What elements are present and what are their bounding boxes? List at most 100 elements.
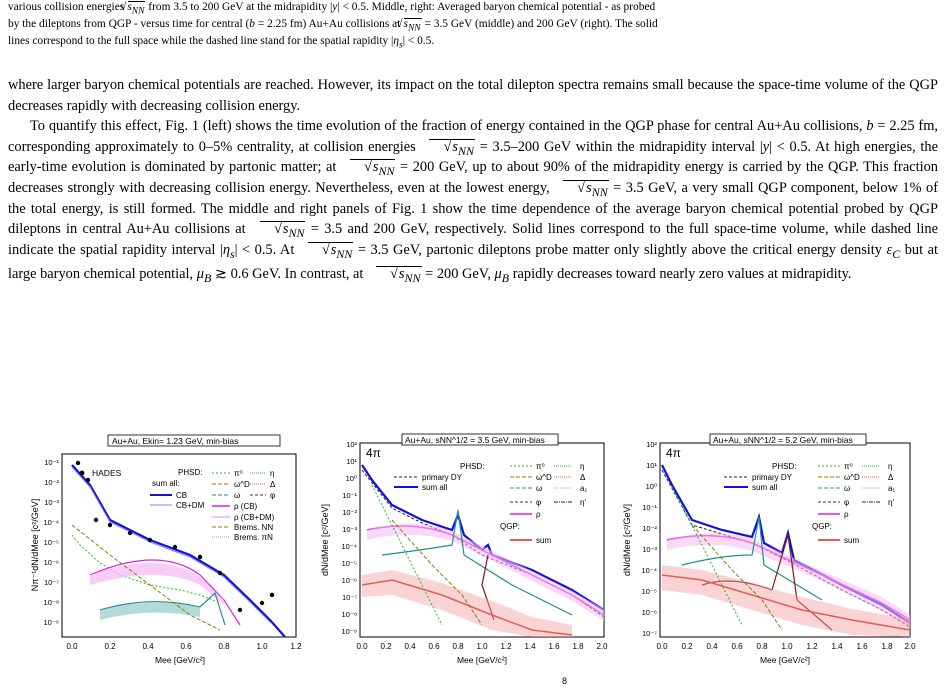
band-rho (367, 523, 604, 621)
curve-omegad (691, 524, 783, 631)
data-point (259, 600, 265, 606)
legend-rhocb: ρ (CB) (234, 502, 258, 511)
legend-qgp: QGP: (812, 522, 832, 531)
legend-dy: primary DY (422, 473, 463, 482)
legend-hades-marker (79, 470, 85, 476)
ytick: 10⁻³ (342, 525, 357, 534)
legend-bremsnn: Brems. NN (234, 523, 273, 532)
ytick: 10¹ (346, 457, 357, 466)
xtick: 0.2 (681, 642, 693, 651)
data-point (217, 570, 223, 576)
xtick: 1.4 (524, 642, 536, 651)
xtick: 1.0 (476, 642, 488, 651)
xtick: 0.8 (218, 642, 230, 651)
legend-cb: CB (176, 491, 187, 500)
y-axis-label: Nπ⁻¹dN/dMee [c²/GeV] (30, 499, 40, 591)
band-rho (90, 562, 224, 605)
ytick: 10⁻⁹ (43, 618, 59, 627)
x-axis-label: Mee [GeV/c²] (760, 655, 810, 665)
ytick: 10⁻⁵ (44, 538, 59, 547)
legend-title: PHSD: (772, 462, 796, 471)
ytick: 10⁻⁸ (342, 610, 357, 619)
curve-phi (481, 554, 495, 621)
legend-etap: η' (888, 498, 894, 507)
tag-4pi: 4π (366, 446, 381, 460)
curve-pi0 (71, 534, 221, 604)
plot-frame (61, 453, 297, 638)
header-box (401, 433, 559, 446)
data-point (93, 517, 99, 523)
curve-rho (89, 559, 241, 626)
legend-qgp: QGP: (500, 522, 520, 531)
xtick: 0.4 (404, 642, 416, 651)
legend-rhocbdm: ρ (CB+DM) (234, 513, 275, 522)
curve-omega (681, 516, 823, 601)
legend-pi0: π⁰ (536, 462, 545, 471)
paragraph-2: To quantify this effect, Fig. 1 (left) s… (8, 116, 938, 289)
curve-omegad (391, 519, 483, 626)
page-mark: 8 (562, 676, 568, 686)
ytick: 10⁻⁸ (44, 598, 59, 607)
xtick: 0.6 (428, 642, 440, 651)
figure-left: Au+Au, Ekin= 1.23 GeV, min-bias 10⁻¹ 10⁻… (30, 434, 302, 665)
ytick: 10⁰ (646, 482, 657, 491)
header-text: Au+Au, Ekin= 1.23 GeV, min-bias (112, 436, 238, 446)
legend-a1: a₁ (888, 484, 895, 493)
tag-4pi: 4π (666, 446, 681, 460)
x-ticks: 0.0 0.2 0.4 0.6 0.8 1.0 1.2 1.4 1.6 1.8 … (356, 642, 608, 651)
legend-eta: η (888, 462, 892, 471)
xtick: 1.2 (500, 642, 512, 651)
curve-qgp-sum (661, 574, 911, 631)
header-box (107, 434, 281, 447)
legend-pi0: π⁰ (844, 462, 853, 471)
x-ticks: 0.0 0.2 0.4 0.6 0.8 1.0 1.2 (66, 642, 302, 651)
xtick: 0.8 (452, 642, 464, 651)
legend-etap: η' (580, 498, 586, 507)
xtick: 0.2 (380, 642, 392, 651)
caption-line-2: by the dileptons from QGP - versus time … (8, 17, 938, 34)
legend-hades: HADES (92, 468, 122, 478)
legend-omegad: ω^D (234, 480, 250, 489)
legend-sum: sum all: (152, 479, 180, 488)
xtick: 0.8 (756, 642, 768, 651)
curve-cbdm (71, 466, 271, 623)
figure-middle: Au+Au, sNN^1/2 = 3.5 GeV, min-bias 10² 1… (320, 433, 608, 665)
curve-qgp-sum (361, 579, 573, 636)
xtick: 1.2 (806, 642, 818, 651)
legend-phi: φ (844, 498, 849, 507)
data-point (75, 460, 81, 466)
legend-delta: Δ (580, 473, 586, 482)
ytick: 10² (646, 440, 657, 449)
legend-title: PHSD: (178, 468, 202, 477)
curve-cb (71, 464, 286, 638)
y-axis-label: dN/dMee [c²/GeV] (622, 504, 632, 576)
data-point (127, 530, 133, 536)
xtick: 1.8 (572, 642, 584, 651)
data-point (172, 544, 178, 550)
ytick: 10⁰ (346, 474, 357, 483)
xtick: 1.8 (881, 642, 893, 651)
caption-line-1: various collision energies sNN from 3.5 … (8, 0, 938, 17)
xtick: 1.0 (781, 642, 793, 651)
header-text: Au+Au, sNN^1/2 = 3.5 GeV, min-bias (405, 435, 545, 445)
band-qgp (662, 565, 910, 637)
curve-pi0 (671, 486, 743, 626)
data-point (197, 554, 203, 560)
ytick: 10⁻⁷ (342, 593, 357, 602)
ytick: 10⁻² (342, 508, 357, 517)
legend-omega: ω (536, 484, 542, 493)
xtick: 0.0 (356, 642, 368, 651)
legend-omega: ω (234, 491, 240, 500)
band-rho (667, 533, 910, 627)
xtick: 0.4 (706, 642, 718, 651)
figure-row: Au+Au, Ekin= 1.23 GeV, min-bias 10⁻¹ 10⁻… (0, 425, 945, 693)
xtick: 2.0 (596, 642, 608, 651)
curve-omega (381, 509, 573, 616)
xtick: 2.0 (904, 642, 916, 651)
ytick: 10⁻⁵ (642, 587, 657, 596)
ytick: 10⁻² (642, 524, 657, 533)
curve-brems (71, 524, 221, 631)
legend-phi: φ (536, 498, 541, 507)
legend-cbdm: CB+DM (176, 501, 205, 510)
band-qgp (362, 570, 572, 637)
